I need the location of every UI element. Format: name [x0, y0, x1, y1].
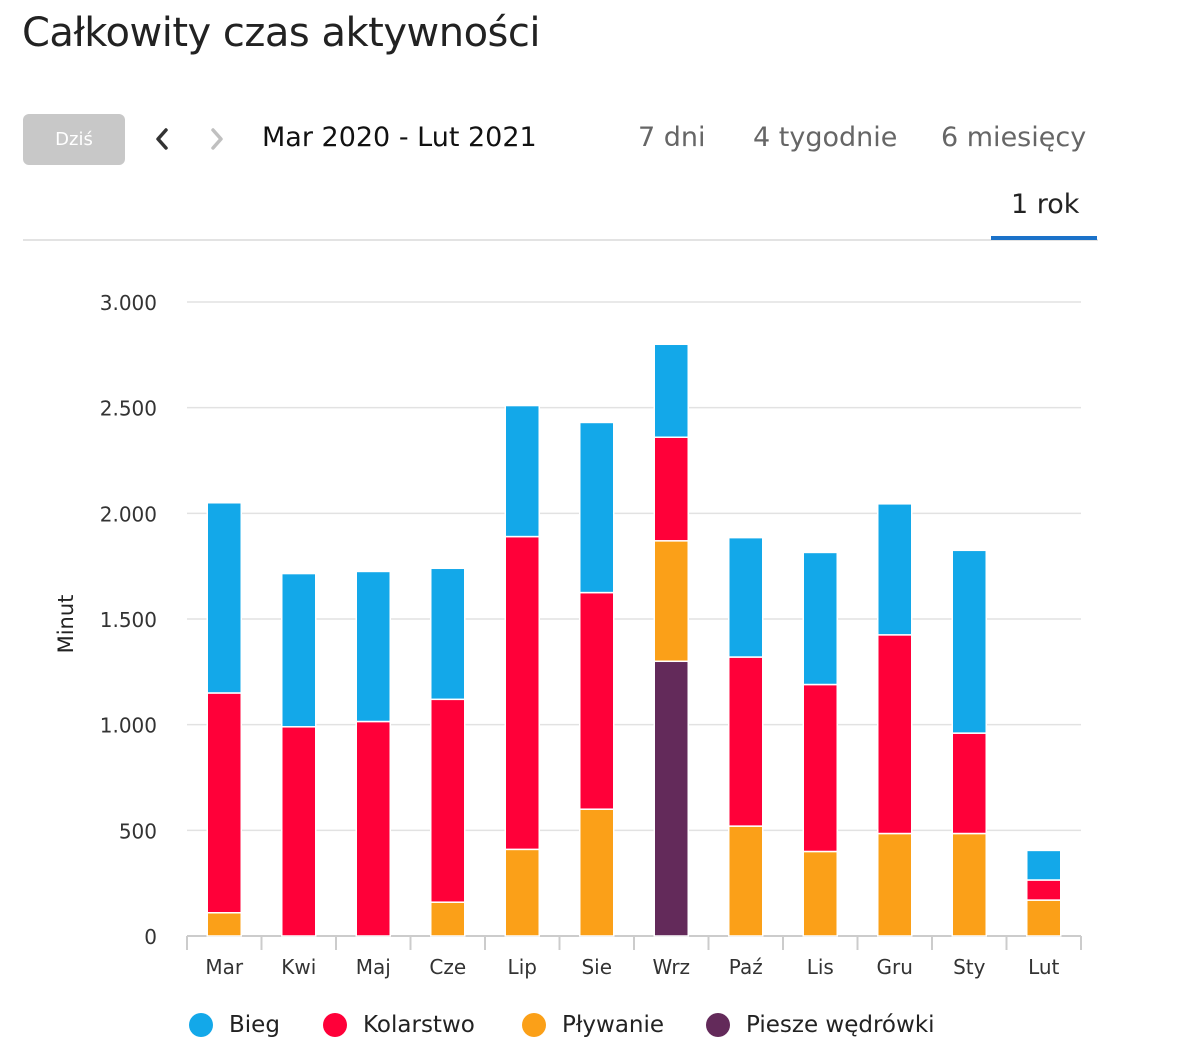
x-tick-label: Paź	[729, 955, 763, 979]
bar-segment	[877, 832, 913, 937]
y-tick-label: 0	[144, 925, 157, 949]
bar-segment	[951, 732, 987, 835]
y-tick-label: 500	[119, 819, 157, 843]
bar-segment	[206, 912, 242, 937]
tab-1-year[interactable]: 1 rok	[1011, 189, 1080, 220]
bar-segment	[206, 502, 242, 694]
x-tick-label: Mar	[205, 955, 244, 979]
bar-segment	[355, 720, 391, 937]
bar-segment	[504, 535, 540, 851]
legend-label-piesze-wedrowki: Piesze wędrówki	[746, 1012, 935, 1038]
x-tick-label: Sty	[953, 955, 986, 979]
y-tick-label: 2.500	[100, 397, 157, 421]
bar-segment	[653, 343, 689, 439]
bar-segment	[877, 634, 913, 835]
legend-label-bieg: Bieg	[229, 1012, 280, 1038]
x-tick-label: Wrz	[652, 955, 690, 979]
bar-segment	[355, 570, 391, 723]
bar-segment	[281, 726, 317, 937]
bar-segment	[1026, 849, 1062, 881]
x-tick-label: Kwi	[281, 955, 316, 979]
previous-period-button[interactable]	[147, 124, 177, 154]
activity-bar-chart: 0 500 1.000 1.500 2.000 2.500 3.000 Minut Mar Kwi…	[54, 291, 1082, 979]
page-title: Całkowity czas aktywności	[22, 10, 541, 56]
tab-6-months[interactable]: 6 miesięcy	[941, 122, 1087, 153]
bar-segment	[728, 656, 764, 827]
bar-segment	[802, 683, 838, 853]
x-tick-label: Gru	[877, 955, 913, 979]
bar-segment	[430, 698, 466, 903]
x-tick-label: Lip	[508, 955, 537, 979]
bar-segment	[653, 540, 689, 663]
tabs-divider	[23, 239, 1098, 241]
tab-7-days[interactable]: 7 dni	[638, 122, 706, 153]
chevron-left-icon	[156, 128, 168, 150]
bar-segment	[281, 572, 317, 728]
bar-segment	[653, 436, 689, 542]
legend-item-plywanie[interactable]: Pływanie	[522, 1012, 664, 1038]
bar-segment	[653, 660, 689, 937]
legend-dot-piesze-wedrowki	[706, 1013, 730, 1037]
legend-item-bieg[interactable]: Bieg	[189, 1012, 280, 1038]
legend-label-plywanie: Pływanie	[562, 1012, 665, 1038]
legend-item-piesze-wedrowki[interactable]: Piesze wędrówki	[706, 1012, 935, 1038]
y-axis-label: Minut	[54, 595, 78, 654]
bar-segment	[579, 421, 615, 594]
bar-segment	[877, 503, 913, 636]
chevron-right-icon	[211, 128, 223, 150]
next-period-button[interactable]	[202, 124, 232, 154]
y-tick-label: 1.000	[100, 714, 157, 738]
bar-segment	[951, 549, 987, 734]
bar-segment	[504, 848, 540, 937]
y-tick-label: 1.500	[100, 608, 157, 632]
legend-dot-plywanie	[522, 1013, 546, 1037]
bar-segment	[728, 536, 764, 658]
date-range-label: Mar 2020 - Lut 2021	[262, 122, 537, 153]
legend-dot-bieg	[189, 1013, 213, 1037]
legend-item-kolarstwo[interactable]: Kolarstwo	[323, 1012, 475, 1038]
bar-segment	[579, 591, 615, 810]
bar-segment	[504, 404, 540, 538]
bar-segment	[802, 850, 838, 937]
y-tick-label: 2.000	[100, 502, 157, 526]
bar-segment	[802, 551, 838, 686]
bar-segment	[430, 901, 466, 937]
x-tick-label: Lut	[1028, 955, 1059, 979]
bar-segment	[579, 808, 615, 937]
bar-segment	[1026, 879, 1062, 901]
x-tick-label: Cze	[429, 955, 466, 979]
tab-4-weeks[interactable]: 4 tygodnie	[753, 122, 898, 153]
bar-segment	[951, 832, 987, 937]
bar-segment	[430, 567, 466, 701]
active-tab-indicator	[991, 236, 1097, 240]
bar-segment	[728, 825, 764, 937]
today-button[interactable]: Dziś	[23, 114, 125, 165]
bar-segment	[206, 692, 242, 914]
legend-label-kolarstwo: Kolarstwo	[363, 1012, 475, 1038]
bar-segment	[1026, 899, 1062, 937]
x-tick-label: Maj	[356, 955, 391, 979]
x-tick-label: Lis	[807, 955, 834, 979]
y-tick-label: 3.000	[100, 291, 157, 315]
legend-dot-kolarstwo	[323, 1013, 347, 1037]
x-tick-label: Sie	[581, 955, 612, 979]
